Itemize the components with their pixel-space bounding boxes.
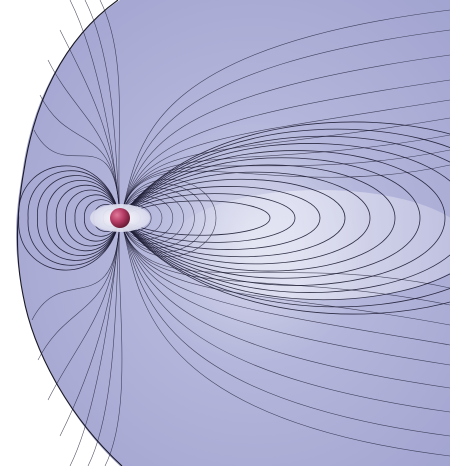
inner-loops-group — [18, 165, 217, 271]
nightside-dipole-loop — [119, 200, 163, 236]
dayside-dipole-loop — [74, 194, 121, 242]
open-field-line-northwest — [84, 0, 121, 219]
nightside-dipole-loop — [119, 183, 206, 253]
open-field-line-south — [119, 217, 450, 437]
tail-loop-line — [119, 171, 371, 265]
tail-loop-line — [119, 164, 396, 272]
dayside-dipole-loop — [65, 189, 121, 247]
tail-loop-line — [119, 178, 346, 258]
open-field-line-northwest — [33, 129, 121, 219]
dayside-dipole-loop — [27, 170, 121, 266]
open-field-line-south — [119, 217, 450, 346]
open-field-line-north — [119, 79, 450, 219]
open-field-line-south — [119, 217, 450, 413]
open-field-line-north — [119, 99, 450, 219]
dayside-dipole-loop — [55, 184, 121, 252]
tail-loop-line — [119, 121, 450, 315]
open-field-line-north — [119, 54, 450, 219]
planet — [90, 204, 150, 232]
dayside-dipole-loop — [18, 165, 121, 271]
open-field-line-south — [119, 217, 450, 457]
tail-loop-line — [119, 128, 450, 308]
tail-loop-line — [119, 135, 450, 301]
tail-loop-line — [119, 150, 446, 286]
open-field-line-northwest — [59, 29, 121, 219]
dayside-dipole-loop — [46, 179, 121, 257]
planet-sphere-icon — [110, 208, 130, 228]
tail-loop-line — [119, 193, 296, 243]
open-field-line-south — [119, 217, 450, 389]
nightside-dipole-loop — [119, 192, 184, 244]
open-field-line-north — [119, 29, 450, 219]
open-field-line-southwest — [87, 217, 121, 466]
open-field-line-southwest — [31, 217, 121, 321]
bow-shock-curve — [16, 0, 123, 466]
open-field-line-northwest — [99, 0, 121, 219]
open-field-line-south — [119, 217, 450, 289]
field-lines-group — [31, 0, 450, 466]
tail-loop-line — [119, 143, 450, 293]
open-field-line-southwest — [59, 217, 121, 437]
open-field-line-north — [119, 9, 450, 219]
dayside-dipole-loop — [83, 199, 121, 237]
open-field-line-north — [119, 164, 450, 219]
tail-loop-line — [119, 200, 271, 236]
nightside-dipole-loop — [119, 187, 195, 249]
dayside-dipole-loop — [37, 175, 121, 261]
nightside-dipole-loop — [119, 196, 174, 240]
open-field-line-south — [119, 217, 450, 326]
tail-loop-line — [119, 186, 321, 250]
open-field-line-southwest — [104, 217, 123, 466]
open-field-line-south — [119, 217, 450, 366]
nightside-dipole-loop — [119, 179, 217, 257]
